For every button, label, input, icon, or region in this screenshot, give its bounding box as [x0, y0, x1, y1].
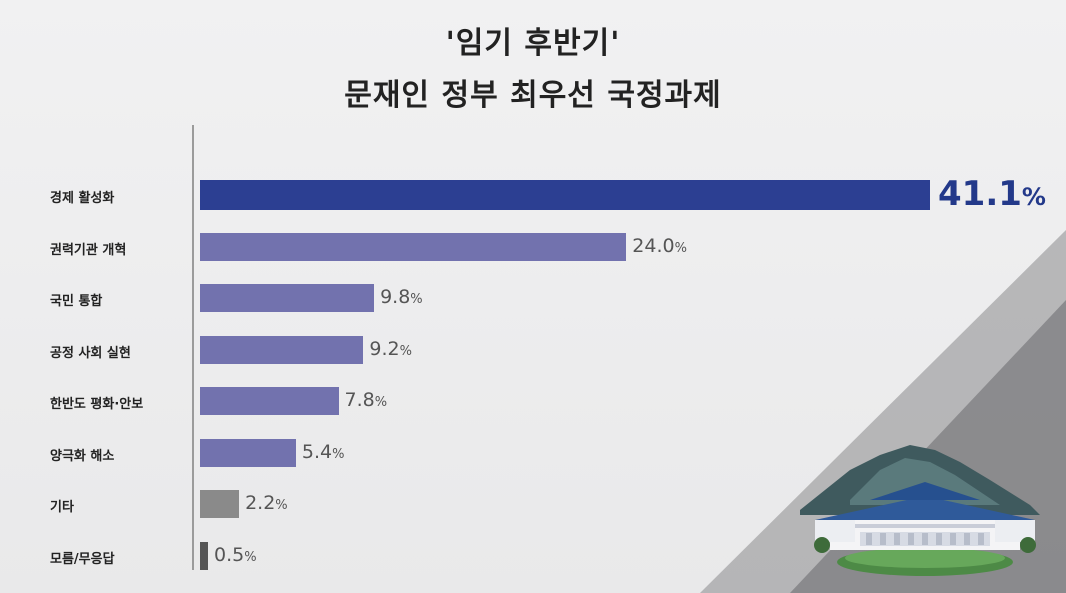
- value-number: 41.1: [938, 174, 1022, 214]
- category-label: 권력기관 개혁: [50, 242, 127, 258]
- value-number: 7.8: [344, 389, 375, 411]
- value-number: 5.4: [301, 440, 333, 463]
- value-number: 9.8: [380, 286, 411, 308]
- value-unit: %: [374, 395, 388, 410]
- bar: [200, 335, 364, 364]
- category-label: 기타: [50, 500, 74, 515]
- value-unit: %: [244, 549, 257, 565]
- value-label: 2.2%: [245, 494, 288, 513]
- category-label: 한반도 평화·안보: [50, 397, 144, 412]
- value-unit: %: [332, 446, 345, 462]
- value-label: 9.8%: [380, 288, 423, 307]
- bar: [200, 490, 240, 518]
- bar: [200, 232, 627, 261]
- category-label: 경제 활성화: [50, 191, 115, 206]
- value-number: 2.2: [245, 492, 276, 514]
- bar: [200, 284, 375, 312]
- chart-subtitle: 문재인 정부 최우선 국정과제: [344, 78, 722, 113]
- y-axis-line: [192, 125, 194, 570]
- value-label: 24.0%: [632, 234, 687, 257]
- value-unit: %: [275, 498, 288, 513]
- chart-title: '임기 후반기': [445, 26, 621, 61]
- value-number: 9.2: [369, 337, 400, 360]
- value-unit: %: [1021, 183, 1046, 211]
- value-unit: %: [410, 292, 423, 307]
- bar: [200, 387, 339, 415]
- bar: [200, 541, 208, 570]
- value-label: 7.8%: [345, 391, 388, 410]
- value-number: 0.5: [214, 543, 245, 566]
- value-unit: %: [399, 343, 412, 359]
- value-number: 24.0: [632, 234, 675, 257]
- category-label: 모름/무응답: [50, 551, 115, 567]
- value-unit: %: [674, 240, 687, 256]
- value-label: 0.5%: [214, 543, 257, 566]
- bar: [200, 438, 296, 467]
- category-label: 공정 사회 실현: [50, 345, 131, 361]
- value-label: 41.1%: [938, 177, 1046, 211]
- category-label: 국민 통합: [50, 294, 103, 309]
- category-label: 양극화 해소: [50, 448, 115, 464]
- value-label: 9.2%: [369, 337, 412, 360]
- bar: [200, 180, 930, 210]
- value-label: 5.4%: [301, 440, 345, 463]
